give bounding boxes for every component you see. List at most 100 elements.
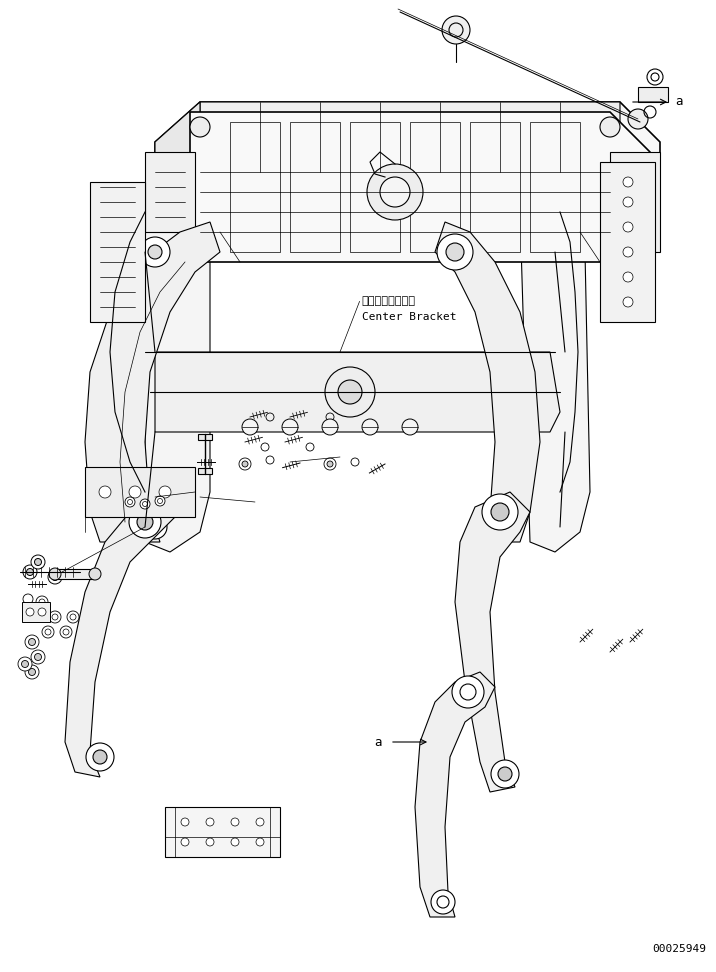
Circle shape	[21, 661, 29, 668]
Circle shape	[52, 573, 59, 580]
Circle shape	[206, 818, 214, 826]
Polygon shape	[85, 467, 195, 517]
Circle shape	[242, 419, 258, 435]
Circle shape	[148, 245, 162, 259]
Circle shape	[630, 167, 640, 177]
Circle shape	[18, 657, 32, 671]
Circle shape	[402, 419, 418, 435]
Polygon shape	[415, 672, 495, 917]
Circle shape	[149, 521, 161, 533]
Text: センタブラケット: センタブラケット	[362, 296, 415, 306]
Circle shape	[256, 818, 264, 826]
Circle shape	[155, 496, 165, 506]
Circle shape	[48, 570, 62, 584]
Polygon shape	[145, 152, 195, 232]
Circle shape	[623, 297, 633, 307]
Circle shape	[630, 207, 640, 217]
Circle shape	[491, 503, 509, 521]
Circle shape	[181, 818, 189, 826]
Polygon shape	[85, 222, 220, 542]
Circle shape	[362, 419, 378, 435]
Polygon shape	[145, 212, 210, 552]
Circle shape	[231, 818, 239, 826]
Circle shape	[38, 608, 46, 616]
Bar	[198, 468, 212, 474]
Polygon shape	[520, 212, 590, 552]
Circle shape	[26, 569, 34, 575]
Circle shape	[623, 247, 633, 257]
Circle shape	[49, 611, 61, 623]
Circle shape	[23, 565, 37, 579]
Circle shape	[324, 458, 336, 470]
Text: a: a	[675, 95, 682, 109]
Circle shape	[452, 676, 484, 708]
Bar	[55, 569, 95, 579]
Circle shape	[49, 568, 61, 580]
Circle shape	[442, 16, 470, 44]
Polygon shape	[65, 497, 175, 777]
Circle shape	[129, 486, 141, 498]
Circle shape	[630, 227, 640, 237]
Circle shape	[206, 838, 214, 846]
Text: Center Bracket: Center Bracket	[362, 312, 456, 323]
Circle shape	[630, 187, 640, 197]
Circle shape	[36, 596, 48, 608]
Text: a: a	[374, 736, 382, 748]
Circle shape	[231, 838, 239, 846]
Circle shape	[327, 461, 333, 467]
Circle shape	[34, 559, 42, 566]
Circle shape	[437, 234, 473, 270]
Circle shape	[494, 521, 506, 533]
Bar	[638, 87, 668, 102]
Polygon shape	[22, 602, 50, 622]
Circle shape	[431, 890, 455, 914]
Polygon shape	[190, 112, 650, 262]
Circle shape	[140, 499, 150, 509]
Circle shape	[31, 555, 45, 569]
Circle shape	[338, 380, 362, 404]
Circle shape	[498, 767, 512, 781]
Circle shape	[380, 177, 410, 207]
Circle shape	[31, 650, 45, 664]
Circle shape	[446, 243, 464, 261]
Circle shape	[93, 750, 107, 764]
Circle shape	[140, 237, 170, 267]
Circle shape	[256, 838, 264, 846]
Text: 00025949: 00025949	[652, 944, 706, 954]
Polygon shape	[435, 222, 540, 542]
Circle shape	[137, 514, 153, 530]
Circle shape	[623, 272, 633, 282]
Polygon shape	[600, 162, 655, 322]
Circle shape	[322, 419, 338, 435]
Polygon shape	[155, 102, 200, 192]
Circle shape	[491, 760, 519, 788]
Circle shape	[26, 608, 34, 616]
Circle shape	[99, 486, 111, 498]
Circle shape	[29, 639, 36, 645]
Circle shape	[60, 626, 72, 638]
Polygon shape	[165, 807, 280, 857]
Circle shape	[482, 494, 518, 530]
Circle shape	[242, 461, 248, 467]
Circle shape	[647, 69, 663, 85]
Circle shape	[325, 367, 375, 417]
Circle shape	[125, 497, 135, 507]
Circle shape	[159, 486, 171, 498]
Bar	[198, 434, 212, 440]
Circle shape	[25, 635, 39, 649]
Circle shape	[29, 669, 36, 676]
Circle shape	[623, 197, 633, 207]
Circle shape	[181, 838, 189, 846]
Circle shape	[89, 568, 101, 580]
Circle shape	[623, 177, 633, 187]
Polygon shape	[155, 352, 560, 432]
Polygon shape	[90, 182, 145, 322]
Circle shape	[23, 594, 33, 604]
Circle shape	[86, 743, 114, 771]
Circle shape	[34, 653, 42, 661]
Circle shape	[239, 458, 251, 470]
Circle shape	[600, 117, 620, 137]
Circle shape	[42, 626, 54, 638]
Circle shape	[67, 611, 79, 623]
Circle shape	[129, 506, 161, 538]
